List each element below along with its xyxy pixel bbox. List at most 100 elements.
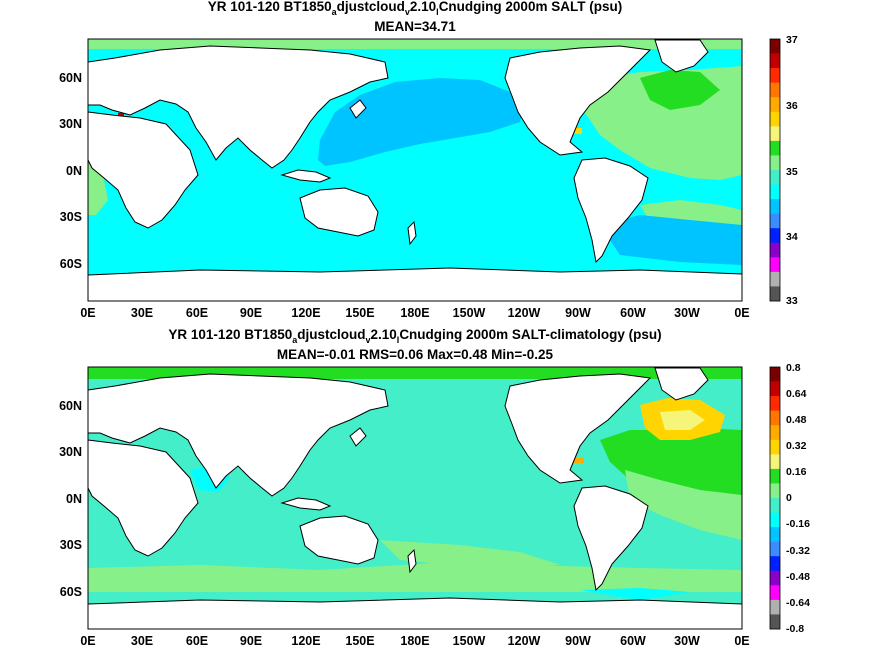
top-y-tick: 60S bbox=[60, 257, 82, 271]
bottom-cb-label: -0.16 bbox=[786, 518, 810, 530]
colorbar-swatch bbox=[770, 614, 780, 630]
top-north-atlantic-core bbox=[640, 70, 720, 110]
top-x-tick: 30W bbox=[674, 306, 700, 320]
bottom-land-south-america bbox=[573, 485, 649, 592]
colorbar-swatch bbox=[770, 111, 780, 127]
top-land-south-america bbox=[573, 157, 649, 264]
bottom-x-tick: 150W bbox=[453, 634, 486, 648]
bottom-subtitle: MEAN=-0.01 RMS=0.06 Max=0.48 Min=-0.25 bbox=[277, 347, 554, 362]
top-x-tick: 60W bbox=[620, 306, 646, 320]
top-land bbox=[88, 39, 742, 301]
top-land-north-america bbox=[504, 45, 652, 156]
colorbar-swatch bbox=[770, 53, 780, 69]
top-x-tick: 150W bbox=[453, 306, 486, 320]
colorbar-swatch bbox=[770, 439, 780, 455]
top-indian-west-high bbox=[88, 160, 108, 215]
bottom-cb-label: 0.8 bbox=[786, 362, 801, 374]
bottom-cb-label: 0.16 bbox=[786, 466, 807, 478]
bottom-cb-label: -0.48 bbox=[786, 571, 810, 583]
top-x-tick: 150E bbox=[345, 306, 374, 320]
bottom-x-tick: 30E bbox=[131, 634, 153, 648]
top-x-ticks: 0E 30E 60E 90E 120E 150E 180E 150W 120W … bbox=[80, 306, 749, 320]
bottom-colorbar: 0.8 0.64 0.48 0.32 0.16 0 -0.16 -0.32 -0… bbox=[769, 362, 810, 635]
bottom-map bbox=[88, 367, 742, 629]
top-land-japan bbox=[349, 99, 367, 119]
bottom-gulf-speck bbox=[572, 458, 584, 463]
bottom-land-new-zealand bbox=[407, 548, 417, 574]
bottom-atlantic-green bbox=[625, 470, 742, 540]
top-land-africa bbox=[88, 111, 199, 229]
bottom-cb-label: 0.64 bbox=[786, 388, 807, 400]
bottom-land-antarctica bbox=[88, 597, 742, 629]
colorbar-swatch bbox=[770, 541, 780, 557]
colorbar-swatch bbox=[770, 228, 780, 244]
colorbar-swatch bbox=[770, 97, 780, 113]
top-cb-label: 36 bbox=[786, 100, 798, 112]
bottom-cb-label: -0.8 bbox=[786, 623, 804, 635]
bottom-x-tick: 60W bbox=[620, 634, 646, 648]
colorbar-swatch bbox=[770, 410, 780, 426]
bottom-land-africa bbox=[88, 439, 199, 557]
bottom-x-tick: 150E bbox=[345, 634, 374, 648]
bottom-land-greenland bbox=[654, 367, 709, 401]
bottom-y-tick: 30N bbox=[59, 445, 82, 459]
bottom-cb-label: 0.48 bbox=[786, 414, 807, 426]
top-x-tick: 90E bbox=[240, 306, 262, 320]
colorbar-swatch bbox=[770, 199, 780, 214]
top-land-new-zealand bbox=[407, 220, 417, 246]
colorbar-swatch bbox=[770, 483, 780, 499]
bottom-cb-label: -0.32 bbox=[786, 545, 810, 557]
colorbar-swatch bbox=[770, 396, 780, 411]
colorbar-swatch bbox=[770, 527, 780, 542]
top-y-tick: 30N bbox=[59, 117, 82, 131]
top-y-ticks: 60N 30N 0N 30S 60S bbox=[59, 71, 82, 271]
top-x-tick: 180E bbox=[400, 306, 429, 320]
top-map bbox=[88, 39, 742, 301]
colorbar-swatch bbox=[770, 140, 780, 156]
colorbar-swatch bbox=[770, 213, 780, 229]
colorbar-swatch bbox=[770, 257, 780, 273]
top-cb-label: 35 bbox=[786, 166, 798, 178]
top-land-australia bbox=[299, 187, 379, 237]
bottom-land bbox=[88, 367, 742, 629]
bottom-south-pacific-green bbox=[380, 540, 560, 568]
top-colorbar-frame bbox=[769, 38, 781, 302]
colorbar-swatch bbox=[770, 286, 780, 302]
bottom-land-eurasia bbox=[88, 373, 389, 497]
colorbar-swatch bbox=[770, 599, 780, 615]
bottom-land-japan bbox=[349, 427, 367, 447]
top-x-tick: 60E bbox=[186, 306, 208, 320]
bottom-y-tick: 60S bbox=[60, 585, 82, 599]
top-land-eurasia bbox=[88, 45, 389, 169]
colorbar-swatch bbox=[770, 68, 780, 83]
top-med-high-speck bbox=[118, 113, 124, 117]
bottom-y-ticks: 60N 30N 0N 30S 60S bbox=[59, 399, 82, 599]
top-arctic-band bbox=[88, 39, 742, 49]
colorbar-swatch bbox=[770, 512, 780, 528]
colorbar-swatch bbox=[770, 184, 780, 200]
colorbar-swatch bbox=[770, 126, 780, 142]
top-title: YR 101-120 BT1850adjustcloudv2.10lCnudgi… bbox=[208, 0, 622, 17]
colorbar-swatch bbox=[770, 39, 780, 54]
colorbar-swatch bbox=[770, 271, 780, 287]
bottom-southern-green bbox=[88, 562, 742, 592]
top-land-indonesia bbox=[280, 169, 332, 183]
top-cb-label: 34 bbox=[786, 231, 798, 243]
top-cb-label: 37 bbox=[786, 34, 798, 46]
bottom-x-tick: 30W bbox=[674, 634, 700, 648]
top-subtitle: MEAN=34.71 bbox=[374, 19, 456, 34]
bottom-x-tick: 120W bbox=[508, 634, 541, 648]
bottom-x-tick: 90E bbox=[240, 634, 262, 648]
top-x-tick: 0E bbox=[734, 306, 749, 320]
top-panel: YR 101-120 BT1850adjustcloudv2.10lCnudgi… bbox=[59, 0, 798, 320]
top-x-tick: 90W bbox=[565, 306, 591, 320]
top-x-tick: 120W bbox=[508, 306, 541, 320]
colorbar-swatch bbox=[770, 82, 780, 98]
top-land-antarctica bbox=[88, 267, 742, 301]
bottom-panel: YR 101-120 BT1850adjustcloudv2.10lCnudgi… bbox=[59, 327, 810, 648]
bottom-cb-label: 0 bbox=[786, 492, 792, 504]
bottom-frame bbox=[87, 366, 743, 630]
top-colorbar: 37 36 35 34 33 bbox=[769, 34, 798, 307]
top-x-tick: 0E bbox=[80, 306, 95, 320]
colorbar-swatch bbox=[770, 170, 780, 185]
